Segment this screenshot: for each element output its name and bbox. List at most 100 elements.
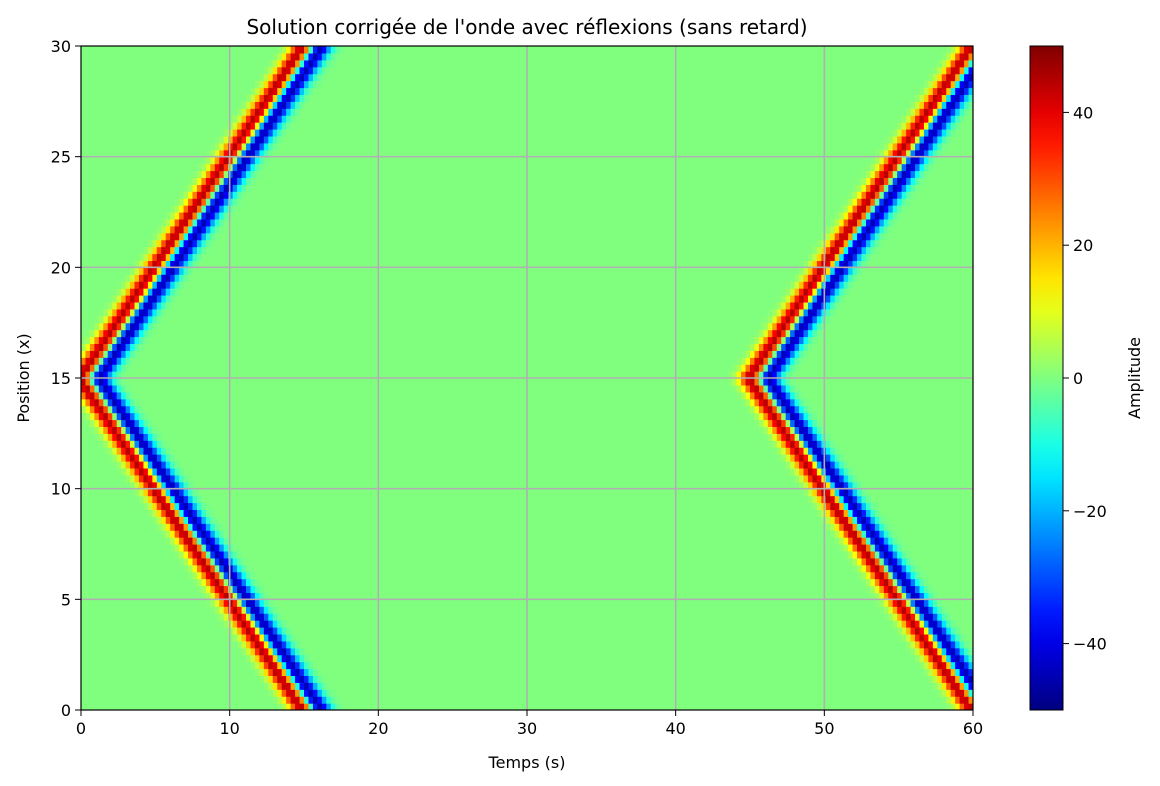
- heatmap-cell: [138, 281, 145, 289]
- heatmap-cell: [107, 308, 113, 317]
- heatmap-cell: [196, 170, 203, 179]
- heatmap-cell: [246, 606, 252, 614]
- heatmap-cell: [263, 129, 269, 137]
- heatmap-cell: [816, 295, 822, 303]
- heatmap-cell: [812, 246, 818, 255]
- heatmap-cell: [857, 225, 863, 234]
- heatmap-cell: [843, 281, 849, 289]
- heatmap-cell: [156, 502, 162, 511]
- heatmap-cell: [183, 225, 189, 234]
- heatmap-cell: [281, 87, 287, 96]
- heatmap-cell: [174, 495, 180, 504]
- heatmap-cell: [290, 703, 296, 710]
- heatmap-cell: [910, 640, 916, 649]
- heatmap-cell: [794, 301, 800, 310]
- heatmap-cell: [161, 295, 167, 303]
- heatmap-cell: [210, 232, 216, 241]
- heatmap-cell: [272, 696, 278, 704]
- heatmap-cell: [170, 274, 176, 282]
- heatmap-cell: [865, 212, 872, 220]
- heatmap-cell: [781, 461, 787, 469]
- heatmap-cell: [946, 87, 952, 96]
- heatmap-cell: [776, 412, 782, 421]
- heatmap-cell: [201, 592, 207, 600]
- heatmap-cell: [170, 454, 176, 462]
- heatmap-cell: [321, 675, 327, 683]
- heatmap-cell: [156, 433, 162, 441]
- heatmap-cell: [130, 350, 136, 358]
- heatmap-cell: [152, 509, 158, 517]
- heatmap-cell: [928, 156, 934, 165]
- heatmap-cell: [865, 537, 872, 545]
- heatmap-cell: [941, 59, 947, 68]
- heatmap-cell: [317, 46, 323, 54]
- heatmap-cell: [174, 246, 180, 255]
- heatmap-cell: [147, 488, 153, 497]
- heatmap-cell: [254, 108, 260, 116]
- heatmap-cell: [81, 398, 87, 407]
- heatmap-cell: [923, 654, 929, 663]
- heatmap-cell: [156, 308, 162, 317]
- heatmap-cell: [259, 620, 265, 628]
- heatmap-cell: [812, 467, 818, 476]
- heatmap-cell: [910, 571, 916, 580]
- heatmap-cell: [138, 454, 145, 462]
- heatmap-cell: [232, 184, 238, 192]
- heatmap-cell: [857, 571, 863, 580]
- heatmap-cell: [130, 447, 136, 455]
- heatmap-cell: [152, 447, 158, 455]
- heatmap-cell: [937, 606, 943, 614]
- heatmap-cell: [192, 557, 198, 566]
- heatmap-cell: [205, 205, 211, 213]
- heatmap-cell: [919, 647, 925, 656]
- heatmap-cell: [968, 661, 973, 670]
- heatmap-cell: [98, 433, 104, 441]
- heatmap-cell: [134, 433, 140, 441]
- heatmap-cell: [865, 184, 872, 192]
- heatmap-cell: [281, 59, 287, 68]
- heatmap-cell: [165, 218, 171, 227]
- heatmap-cell: [812, 440, 818, 448]
- heatmap-cell: [919, 156, 925, 165]
- heatmap-cell: [259, 640, 265, 649]
- heatmap-cell: [205, 239, 211, 248]
- heatmap-cell: [281, 52, 287, 61]
- heatmap-cell: [928, 80, 934, 89]
- heatmap-cell: [205, 592, 211, 600]
- heatmap-cell: [763, 343, 769, 351]
- heatmap-cell: [968, 66, 973, 75]
- heatmap-cell: [794, 384, 800, 393]
- heatmap-cell: [932, 668, 938, 677]
- heatmap-cell: [272, 627, 278, 635]
- heatmap-cell: [830, 274, 836, 282]
- heatmap-cell: [879, 537, 885, 545]
- heatmap-cell: [170, 212, 176, 220]
- heatmap-cell: [807, 288, 814, 296]
- heatmap-cell: [103, 419, 109, 428]
- heatmap-cell: [852, 474, 858, 483]
- heatmap-cell: [865, 205, 872, 213]
- heatmap-cell: [147, 426, 153, 434]
- heatmap-cell: [897, 177, 903, 185]
- heatmap-cell: [156, 301, 162, 310]
- heatmap-cell: [246, 115, 252, 123]
- heatmap-cell: [277, 675, 283, 683]
- heatmap-cell: [919, 149, 925, 158]
- heatmap-cell: [268, 647, 274, 656]
- heatmap-cell: [843, 488, 849, 497]
- heatmap-cell: [848, 218, 854, 227]
- heatmap-cell: [116, 378, 122, 386]
- heatmap-cell: [959, 66, 965, 75]
- heatmap-cell: [250, 613, 256, 621]
- heatmap-cell: [286, 87, 292, 96]
- heatmap-cell: [183, 474, 189, 483]
- heatmap-cell: [955, 696, 961, 704]
- heatmap-cell: [874, 544, 880, 552]
- heatmap-cell: [165, 253, 171, 262]
- heatmap-cell: [214, 585, 220, 594]
- heatmap-cell: [165, 481, 171, 490]
- heatmap-cell: [825, 232, 831, 241]
- heatmap-cell: [228, 205, 234, 213]
- heatmap-cell: [870, 585, 876, 594]
- heatmap-cell: [246, 647, 252, 656]
